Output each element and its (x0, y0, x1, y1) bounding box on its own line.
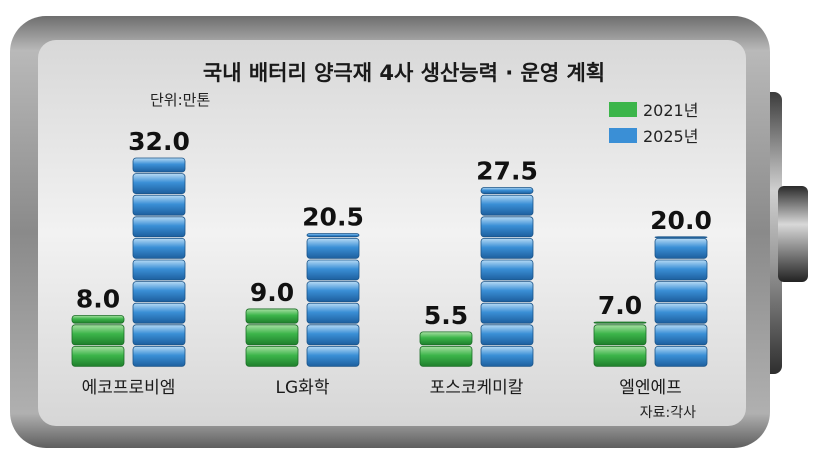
legend-label-2021: 2021년 (643, 101, 698, 120)
unit-label: 단위:만톤 (150, 91, 210, 109)
bar-segment (654, 236, 708, 239)
value-label: 9.0 (250, 278, 294, 307)
bar-segment (480, 194, 534, 216)
bar-segment (132, 281, 186, 303)
value-label: 32.0 (128, 127, 190, 156)
bar-segment (71, 345, 125, 367)
bar-segment (132, 259, 186, 281)
bar-segment (480, 187, 534, 194)
bar-segment (71, 324, 125, 346)
legend-swatch-2025 (609, 128, 637, 143)
bars-group: 8.0 32.0 에코프로비엠 9.0 20.5 LG화학 5.5 27.5 포스코케미칼 7.0… (71, 127, 712, 398)
category-label: 에코프로비엠 (82, 378, 176, 398)
bar-segment (245, 345, 299, 367)
bar-segment (132, 216, 186, 238)
bar-segment (306, 302, 360, 324)
bar-segment (71, 315, 125, 324)
bar-2025-3 (480, 187, 534, 367)
value-label: 5.5 (424, 301, 468, 330)
bar-segment (245, 308, 299, 324)
bar-segment (306, 237, 360, 259)
bar-segment (245, 324, 299, 346)
bar-segment (132, 345, 186, 367)
bar-2021-4 (593, 321, 647, 367)
bar-segment (593, 345, 647, 367)
bar-2021-2 (245, 308, 299, 367)
value-label: 8.0 (76, 285, 120, 314)
bar-segment (306, 233, 360, 238)
legend: 2021년 2025년 (609, 101, 698, 146)
bar-2025-4 (654, 236, 708, 367)
value-label: 27.5 (476, 157, 538, 186)
bar-segment (306, 281, 360, 303)
bar-segment (480, 345, 534, 367)
bar-segment (480, 237, 534, 259)
bar-segment (480, 281, 534, 303)
bar-segment (593, 324, 647, 346)
legend-label-2025: 2025년 (643, 127, 698, 146)
category-label: 엘엔에프 (619, 378, 682, 398)
category-label: LG화학 (276, 378, 330, 398)
bar-segment (132, 173, 186, 195)
bar-segment (132, 237, 186, 259)
source-note: 자료:각사 (640, 405, 696, 421)
value-label: 20.0 (650, 206, 712, 235)
bar-segment (654, 259, 708, 281)
legend-swatch-2021 (609, 102, 637, 117)
battery-panel (38, 40, 746, 426)
bar-segment (654, 237, 708, 259)
value-label: 20.5 (302, 202, 364, 231)
bar-segment (480, 324, 534, 346)
bar-segment (419, 345, 473, 367)
bar-segment (306, 259, 360, 281)
bar-segment (654, 324, 708, 346)
category-label: 포스코케미칼 (430, 378, 524, 398)
chart-title: 국내 배터리 양극재 4사 생산능력 · 운영 계획 (203, 61, 605, 85)
bar-segment (480, 302, 534, 324)
bar-segment (132, 194, 186, 216)
bar-segment (654, 302, 708, 324)
bar-2025-1 (132, 157, 186, 367)
bar-2021-3 (419, 331, 473, 367)
bar-segment (593, 321, 647, 324)
bar-segment (132, 157, 186, 173)
bar-segment (306, 345, 360, 367)
bar-segment (480, 259, 534, 281)
bar-segment (132, 324, 186, 346)
bar-segment (132, 302, 186, 324)
bar-segment (419, 331, 473, 346)
bar-2025-2 (306, 233, 360, 367)
bar-segment (654, 345, 708, 367)
bar-segment (480, 216, 534, 238)
battery-tip (778, 186, 808, 282)
value-label: 7.0 (598, 291, 642, 320)
bar-segment (306, 324, 360, 346)
bar-segment (654, 281, 708, 303)
bar-2021-1 (71, 315, 125, 367)
